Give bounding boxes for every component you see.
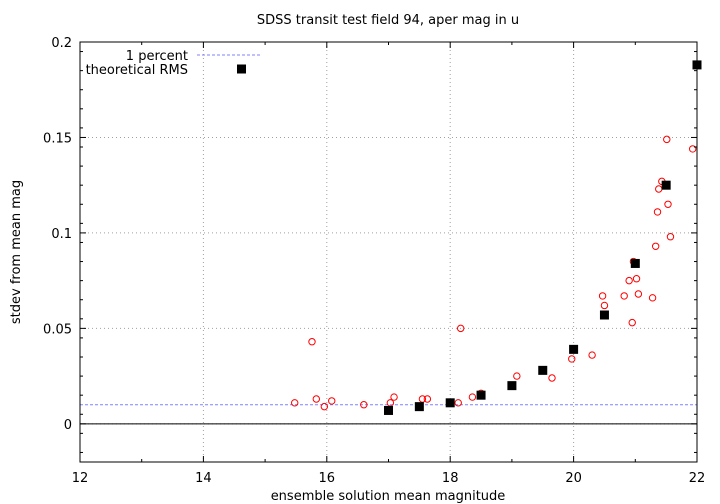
star-point bbox=[598, 292, 607, 300]
star-point bbox=[291, 399, 299, 407]
theoretical-point bbox=[414, 402, 424, 412]
axis-ticks bbox=[79, 41, 698, 462]
star-point bbox=[688, 145, 697, 153]
theoretical-point bbox=[507, 381, 517, 391]
star-point bbox=[655, 185, 663, 193]
star-point bbox=[360, 401, 368, 409]
legend-label-theoretical: theoretical RMS bbox=[86, 63, 188, 78]
legend-swatch-theoretical bbox=[237, 64, 246, 74]
x-tick-label: 22 bbox=[689, 471, 706, 486]
star-markers bbox=[291, 135, 697, 411]
theoretical-point bbox=[630, 258, 640, 268]
x-tick-label: 14 bbox=[195, 471, 212, 486]
theoretical-point bbox=[661, 180, 671, 190]
star-point bbox=[423, 395, 432, 403]
star-point bbox=[454, 399, 462, 407]
chart-title: SDSS transit test field 94, aper mag in … bbox=[257, 13, 519, 28]
y-tick-label: 0.15 bbox=[43, 131, 72, 146]
theoretical-point bbox=[445, 398, 455, 408]
x-tick-label: 12 bbox=[72, 471, 89, 486]
star-point bbox=[513, 372, 521, 380]
star-point bbox=[625, 276, 633, 285]
star-point bbox=[663, 135, 671, 144]
theoretical-point bbox=[569, 344, 579, 354]
star-point bbox=[588, 351, 596, 359]
star-point bbox=[620, 292, 628, 300]
star-point bbox=[628, 318, 636, 327]
star-point bbox=[632, 275, 641, 283]
y-tick-label: 0 bbox=[64, 418, 72, 433]
star-point bbox=[548, 374, 556, 382]
x-tick-label: 18 bbox=[442, 471, 459, 486]
star-point bbox=[648, 294, 657, 302]
star-point bbox=[390, 393, 398, 401]
theoretical-point bbox=[384, 405, 393, 415]
star-point bbox=[653, 208, 662, 216]
star-point bbox=[664, 200, 672, 208]
star-point bbox=[456, 324, 465, 333]
x-tick-labels: 12 14 16 18 20 22 bbox=[72, 471, 706, 486]
x-tick-label: 16 bbox=[319, 471, 336, 486]
y-tick-label: 0.1 bbox=[51, 227, 72, 242]
star-point bbox=[308, 338, 316, 346]
grid-lines bbox=[80, 42, 697, 462]
y-tick-label: 0.2 bbox=[51, 36, 72, 51]
theoretical-point bbox=[538, 365, 548, 375]
star-point bbox=[651, 242, 660, 250]
y-tick-label: 0.05 bbox=[43, 322, 72, 337]
star-point bbox=[328, 397, 336, 405]
theoretical-point bbox=[476, 390, 486, 400]
star-point bbox=[600, 301, 609, 310]
plot-frame bbox=[79, 41, 698, 463]
y-tick-labels: 0 0.05 0.1 0.15 0.2 bbox=[43, 36, 72, 433]
star-point bbox=[666, 233, 675, 241]
legend-label-one-percent: 1 percent bbox=[126, 49, 188, 64]
star-point bbox=[312, 395, 321, 403]
y-axis-label: stdev from mean mag bbox=[9, 180, 24, 324]
theoretical-point bbox=[599, 310, 609, 320]
theoretical-rms-markers bbox=[384, 60, 702, 415]
x-tick-label: 20 bbox=[565, 471, 582, 486]
star-point bbox=[468, 393, 477, 401]
x-axis-label: ensemble solution mean magnitude bbox=[271, 489, 506, 504]
star-point bbox=[634, 290, 643, 298]
reference-lines bbox=[80, 404, 697, 425]
star-point bbox=[320, 402, 329, 411]
star-point bbox=[568, 355, 576, 363]
